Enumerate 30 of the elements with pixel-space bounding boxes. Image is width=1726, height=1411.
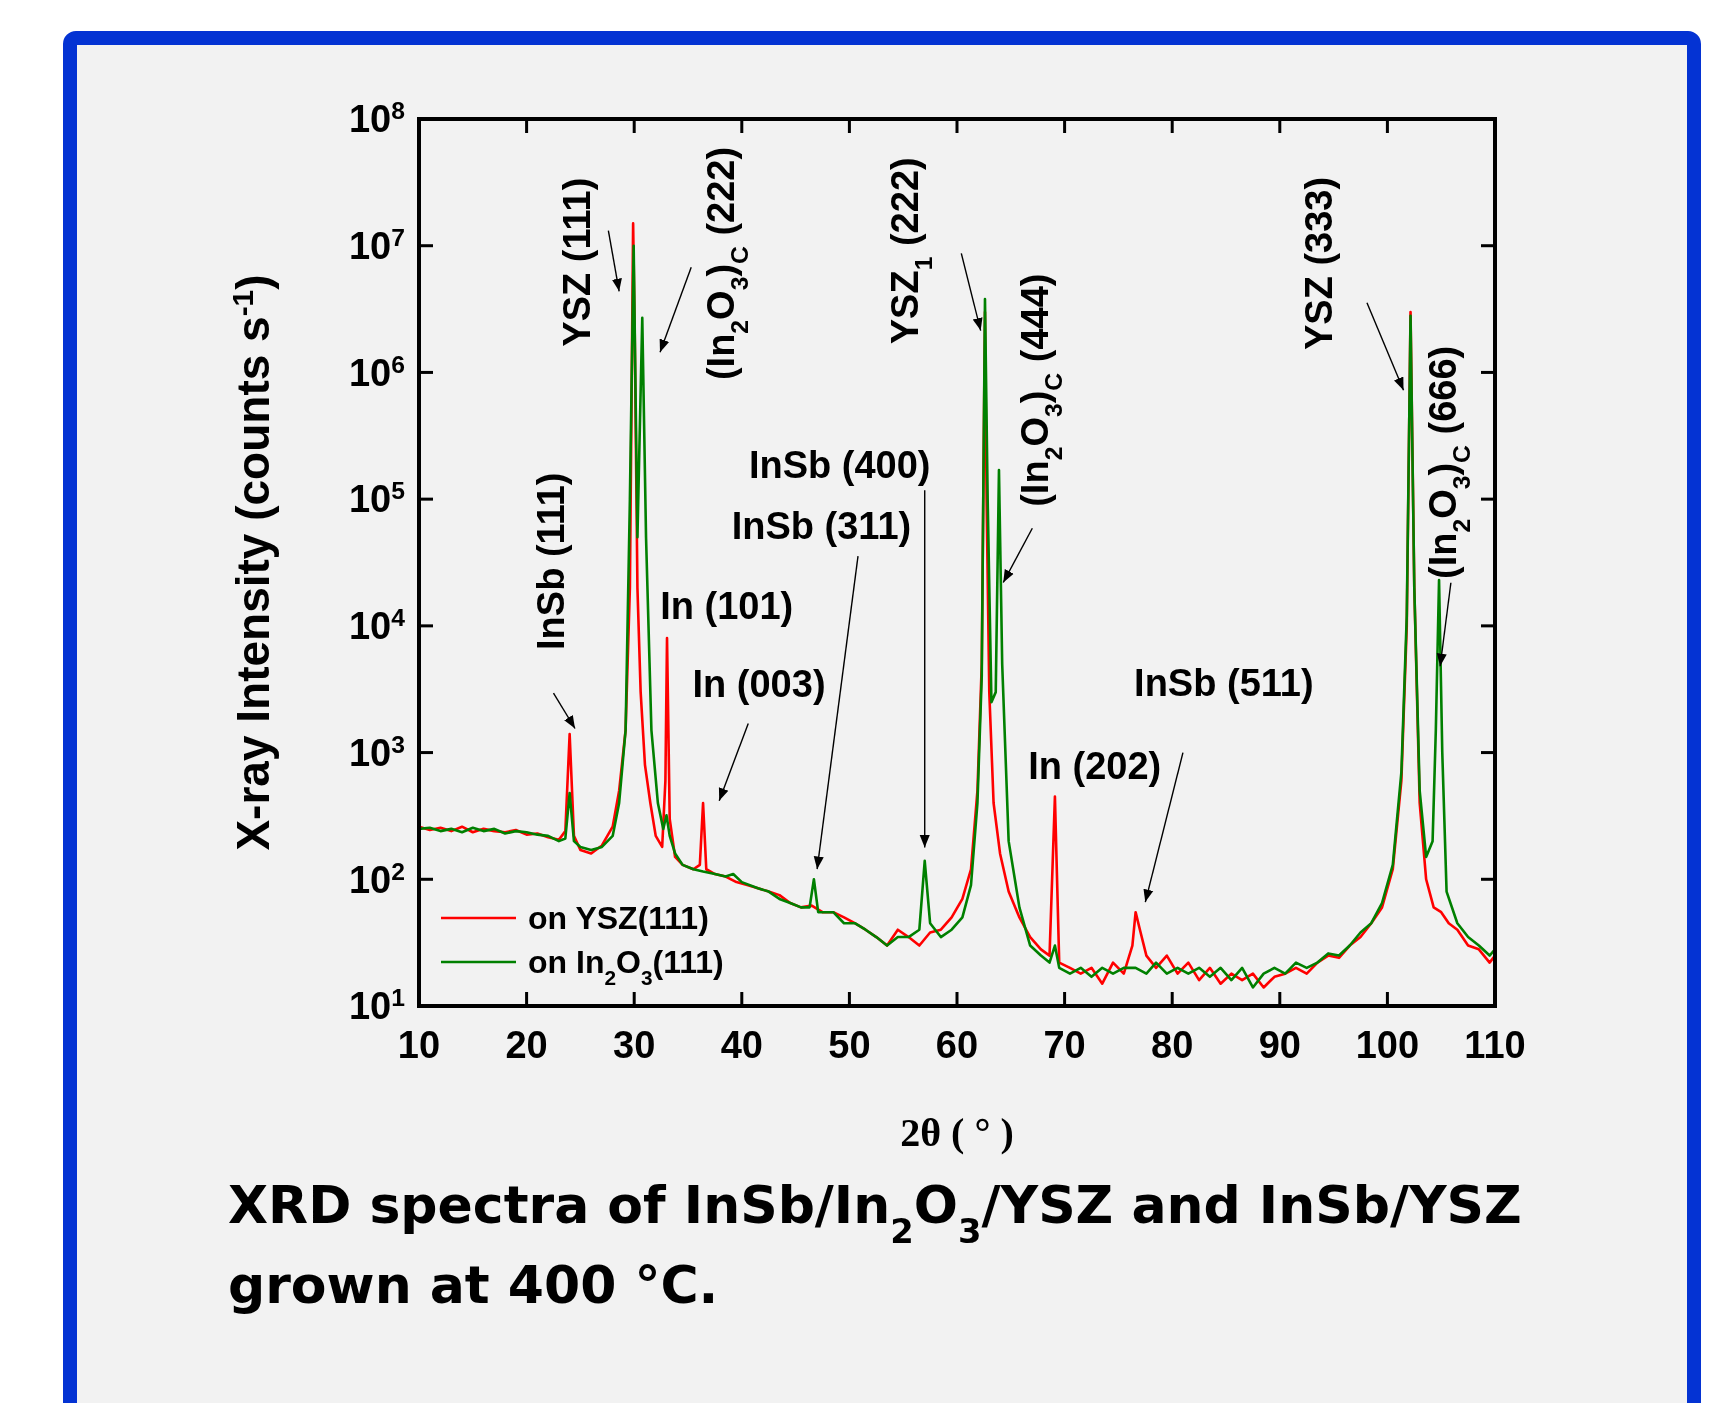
annotation: InSb (311): [731, 505, 912, 548]
x-tick-label: 20: [505, 1024, 548, 1066]
x-tick-label: 90: [1258, 1024, 1301, 1066]
legend-label: on YSZ(111): [528, 900, 709, 937]
legend-label: on In$_{2}$O$_{3}$(111): [528, 944, 724, 989]
annotation: In (101): [660, 584, 794, 627]
x-tick-label: 60: [935, 1024, 979, 1066]
annotation: In (202): [1028, 744, 1162, 787]
annotation: YSZ (111): [556, 177, 599, 347]
x-axis-title: 2θ ( ° ): [900, 1110, 1014, 1155]
x-tick-label: 40: [720, 1024, 763, 1066]
x-tick-label: 50: [828, 1024, 871, 1066]
annotation: InSb (511): [1134, 662, 1314, 705]
y-tick-label: 10$^{2}$: [348, 857, 405, 901]
y-tick-label: 10$^{7}$: [348, 223, 405, 268]
annotation: YSZ (333): [1297, 176, 1340, 351]
annotation: In (003): [692, 663, 826, 706]
annotation: InSb (111): [529, 472, 572, 650]
y-tick-label: 10$^{8}$: [348, 96, 405, 141]
x-tick-label: 80: [1151, 1024, 1194, 1066]
x-tick-label: 30: [613, 1024, 656, 1066]
y-tick-label: 10$^{6}$: [348, 350, 405, 394]
chart-title: XRD spectra of InSb/In$_{2}$O$_{3}$/YSZ and InSb/YSZ grown at 400 °C.: [228, 1175, 1522, 1315]
y-tick-label: 10$^{3}$: [348, 730, 405, 774]
y-tick-label: 10$^{5}$: [348, 476, 406, 521]
x-tick-label: 100: [1355, 1024, 1420, 1066]
x-tick-label: 70: [1043, 1024, 1086, 1066]
x-tick-label: 110: [1464, 1024, 1526, 1066]
y-tick-label: 10$^{4}$: [348, 603, 406, 648]
annotation: InSb (400): [748, 444, 931, 487]
